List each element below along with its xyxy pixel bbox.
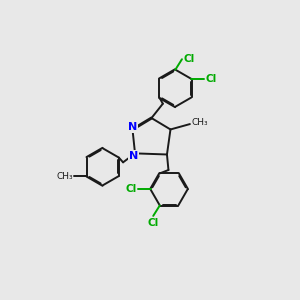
Text: N: N (128, 122, 137, 132)
Text: Cl: Cl (183, 54, 194, 64)
Text: Cl: Cl (147, 218, 158, 228)
Text: CH₃: CH₃ (191, 118, 208, 127)
Text: CH₃: CH₃ (56, 172, 73, 181)
Text: N: N (129, 151, 138, 161)
Text: Cl: Cl (205, 74, 216, 84)
Text: Cl: Cl (125, 184, 137, 194)
